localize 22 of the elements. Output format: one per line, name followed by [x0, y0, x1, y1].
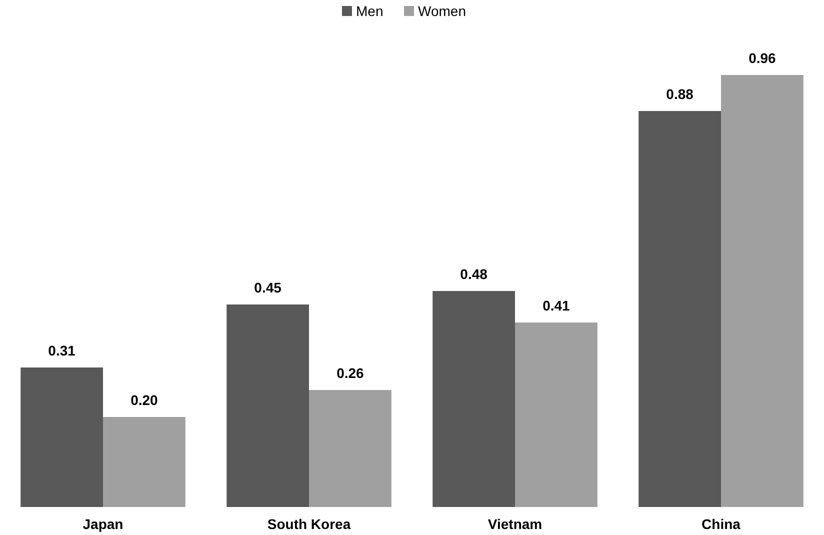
legend-label: Men	[356, 3, 384, 19]
bar	[432, 291, 515, 507]
data-label: 0.96	[748, 50, 776, 66]
x-tick-label: China	[702, 516, 741, 532]
legend-label: Women	[418, 3, 466, 19]
data-label: 0.48	[460, 266, 488, 282]
bar	[721, 75, 804, 507]
data-label: 0.31	[48, 342, 76, 358]
data-label: 0.20	[130, 392, 158, 408]
bar	[226, 304, 309, 507]
data-label: 0.88	[666, 86, 694, 102]
bar	[20, 368, 103, 507]
x-tick-label: Vietnam	[488, 516, 542, 532]
bar	[309, 390, 392, 507]
data-label: 0.26	[336, 365, 364, 381]
x-tick-label: South Korea	[267, 516, 351, 532]
bar	[515, 322, 598, 507]
data-label: 0.45	[254, 280, 282, 296]
x-tick-label: Japan	[82, 516, 124, 532]
data-label: 0.41	[542, 298, 570, 314]
bar	[638, 111, 721, 507]
bar	[103, 417, 186, 507]
